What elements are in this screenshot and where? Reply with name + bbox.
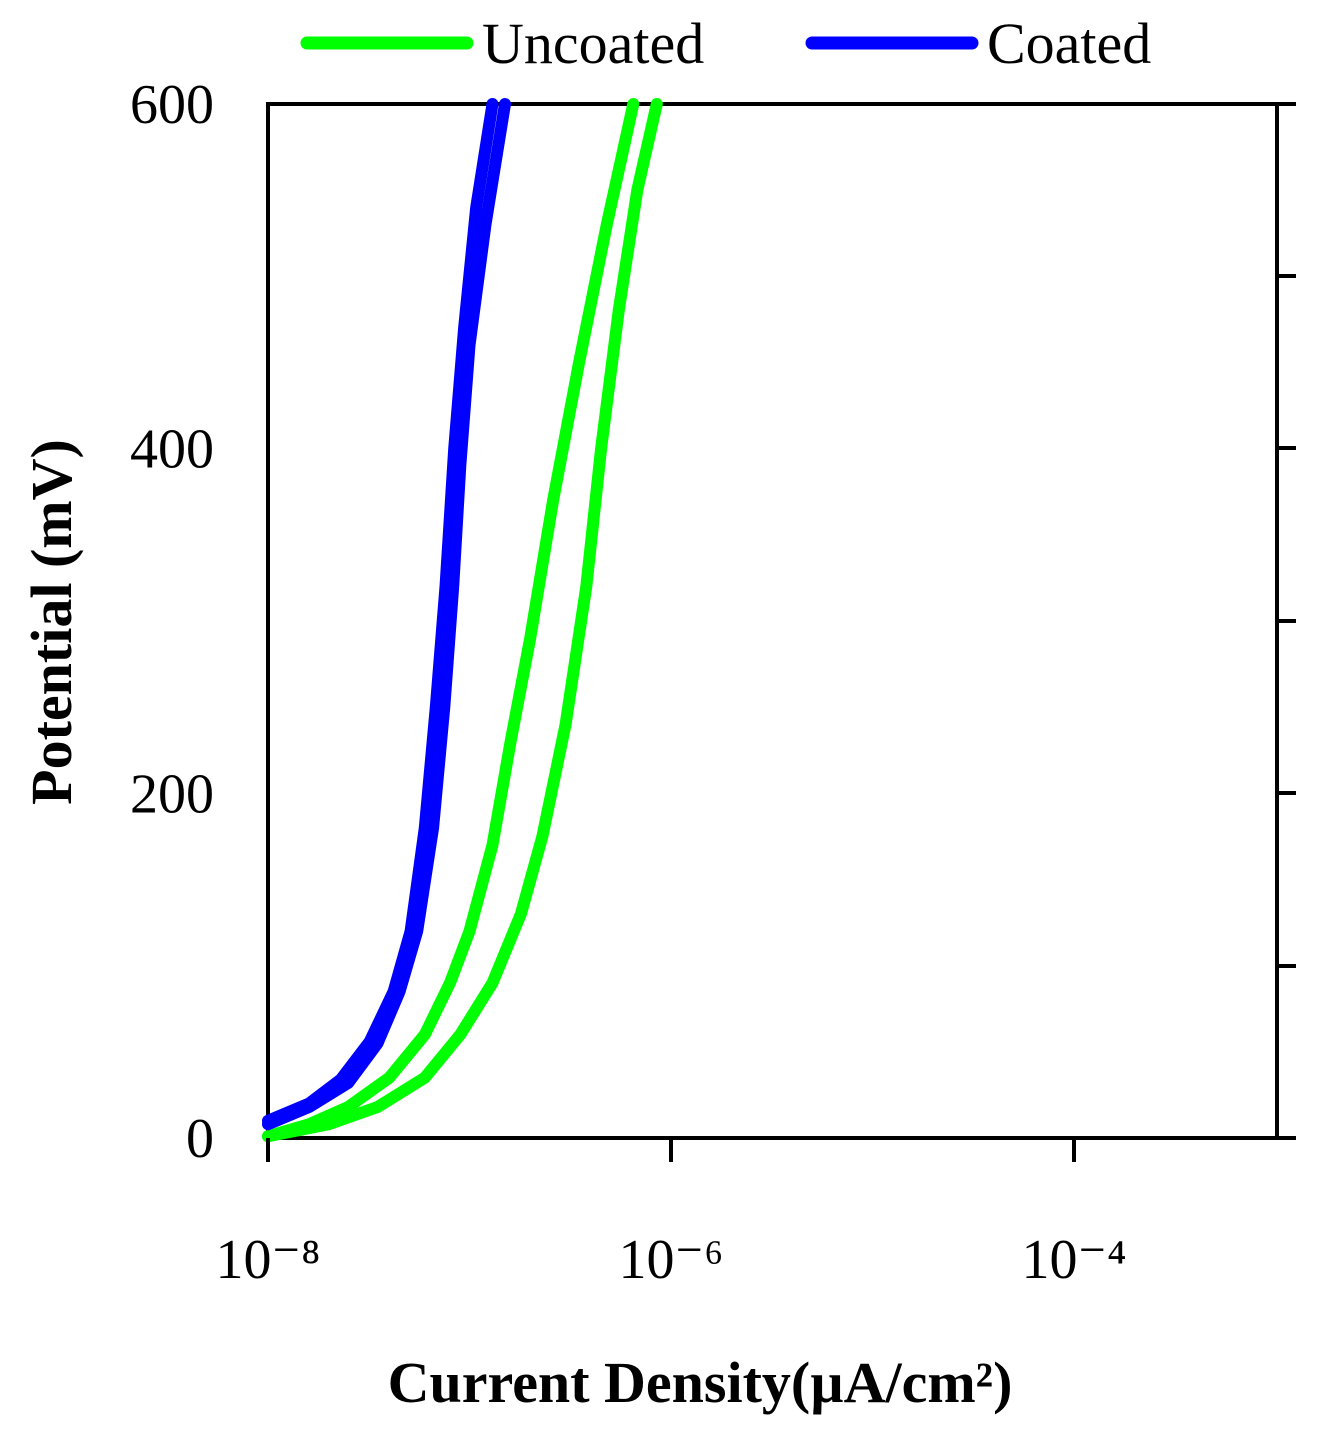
y-tick-label: 200 — [130, 763, 214, 825]
series-line-uncoated-1 — [262, 98, 640, 1143]
data-curves — [262, 98, 663, 1143]
series-line-coated-2 — [262, 98, 499, 1127]
x-tick-label: 10⁻⁴ — [1021, 1229, 1126, 1291]
y-axis-title: Potential (mV) — [19, 439, 84, 805]
x-tick-label: 10⁻⁶ — [618, 1229, 723, 1291]
plot-frame — [266, 102, 1296, 1140]
y-tick-label: 0 — [186, 1108, 214, 1170]
x-tick-label: 10⁻⁸ — [215, 1229, 320, 1291]
legend: Uncoated Coated — [300, 11, 1151, 76]
series-line-uncoated-2 — [262, 98, 663, 1143]
right-axis-ticks — [1277, 274, 1296, 968]
x-axis-ticks: 10⁻⁸ 10⁻⁶ 10⁻⁴ — [215, 1138, 1127, 1291]
legend-label-uncoated: Uncoated — [482, 11, 704, 76]
y-axis-ticks: 0 200 400 600 — [130, 74, 214, 1170]
legend-label-coated: Coated — [987, 11, 1151, 76]
series-line-coated-1 — [262, 98, 511, 1131]
y-tick-label: 600 — [130, 74, 214, 136]
y-tick-label: 400 — [130, 419, 214, 481]
x-axis-title: Current Density(µA/cm²) — [388, 1350, 1013, 1415]
